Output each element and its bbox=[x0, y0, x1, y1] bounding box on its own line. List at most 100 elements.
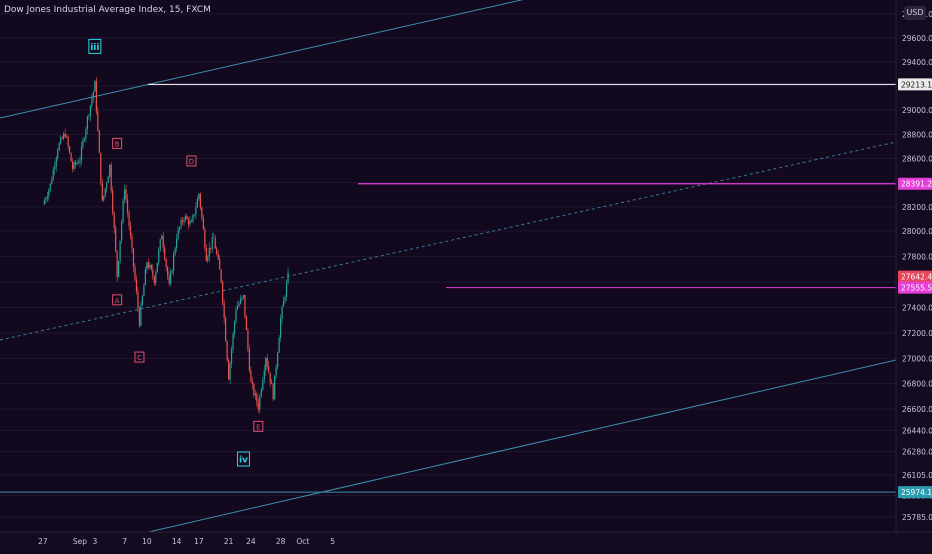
candle bbox=[262, 379, 264, 390]
candle bbox=[162, 236, 164, 248]
candle bbox=[140, 305, 142, 326]
candle bbox=[68, 146, 71, 153]
wave-label: B bbox=[115, 140, 120, 148]
candle bbox=[282, 300, 285, 307]
candle bbox=[132, 248, 135, 267]
wave-label-box bbox=[134, 351, 145, 363]
candle bbox=[171, 270, 173, 273]
candle bbox=[177, 229, 179, 240]
time-axis-tick-label: 28 bbox=[276, 537, 286, 546]
candle bbox=[190, 221, 193, 222]
candle bbox=[107, 176, 109, 184]
candle bbox=[265, 358, 267, 371]
candle bbox=[57, 150, 59, 159]
price-label: 25974.17 bbox=[901, 488, 932, 497]
candle bbox=[51, 179, 53, 184]
candle bbox=[278, 337, 280, 353]
candle bbox=[193, 214, 196, 216]
candle bbox=[223, 302, 225, 318]
candle bbox=[159, 239, 161, 250]
candle bbox=[280, 318, 282, 338]
candle bbox=[74, 162, 77, 165]
time-axis-tick-label: Sep bbox=[73, 537, 87, 546]
price-label-box bbox=[898, 486, 932, 499]
currency-button[interactable]: USD bbox=[904, 6, 926, 20]
candle bbox=[76, 162, 78, 165]
time-axis-tick-label: 5 bbox=[330, 537, 335, 546]
time-axis-tick-label: 24 bbox=[246, 537, 256, 546]
wave-label: C bbox=[137, 354, 142, 362]
candle bbox=[241, 297, 243, 299]
candle bbox=[73, 162, 75, 169]
candle bbox=[119, 240, 121, 261]
candle bbox=[101, 182, 103, 201]
time-axis-background bbox=[0, 532, 932, 550]
candle bbox=[64, 133, 66, 137]
time-axis-tick-label: 27 bbox=[38, 537, 48, 546]
candle bbox=[115, 228, 117, 251]
candle bbox=[178, 227, 181, 230]
candle bbox=[277, 352, 279, 368]
time-axis-tick-label: 7 bbox=[122, 537, 127, 546]
candle bbox=[144, 269, 146, 286]
candle bbox=[204, 229, 206, 248]
price-label-box bbox=[898, 270, 932, 283]
candle bbox=[201, 207, 203, 218]
candle bbox=[266, 358, 268, 366]
candle bbox=[91, 98, 93, 106]
wave-label-box bbox=[88, 38, 102, 54]
candle bbox=[122, 200, 124, 222]
candle bbox=[149, 265, 151, 268]
candle bbox=[230, 349, 233, 364]
chart-title: Dow Jones Industrial Average Index, 15, … bbox=[4, 5, 211, 15]
candle bbox=[52, 169, 54, 180]
candle bbox=[196, 198, 198, 208]
candle bbox=[94, 81, 96, 92]
candle bbox=[213, 237, 215, 239]
time-axis-tick-label: 3 bbox=[92, 537, 97, 546]
mid-channel-line bbox=[0, 141, 897, 341]
candle bbox=[88, 115, 90, 117]
candle bbox=[284, 296, 286, 301]
candle bbox=[153, 276, 155, 284]
price-axis-tick-label: 27400.00 bbox=[902, 304, 932, 313]
candle bbox=[235, 309, 237, 322]
candle bbox=[126, 199, 129, 213]
candle bbox=[97, 111, 99, 131]
candle bbox=[49, 183, 51, 190]
candle bbox=[92, 91, 94, 99]
price-axis-tick-label: 26105.00 bbox=[902, 471, 932, 480]
time-axis-tick-label: 21 bbox=[224, 537, 234, 546]
candle bbox=[268, 365, 270, 373]
candle bbox=[228, 359, 230, 380]
candle bbox=[256, 393, 258, 403]
candle bbox=[125, 189, 127, 200]
candle bbox=[287, 272, 289, 283]
candle bbox=[229, 363, 231, 380]
candle bbox=[257, 402, 259, 410]
candle bbox=[135, 279, 138, 292]
candle bbox=[45, 198, 47, 201]
candle bbox=[174, 248, 176, 255]
wave-label: D bbox=[189, 158, 194, 166]
candle bbox=[121, 221, 123, 241]
candle bbox=[219, 259, 221, 270]
candle bbox=[158, 249, 160, 263]
candle bbox=[152, 269, 154, 277]
candle bbox=[129, 226, 132, 237]
price-axis-tick-label: 26440.00 bbox=[902, 426, 932, 435]
candle bbox=[245, 316, 248, 330]
candle bbox=[48, 189, 50, 197]
candle bbox=[77, 162, 80, 164]
price-axis-tick-label: 26600.00 bbox=[902, 405, 932, 414]
candle bbox=[137, 291, 139, 309]
candle bbox=[164, 247, 166, 260]
candle bbox=[226, 341, 228, 360]
candle bbox=[198, 193, 200, 199]
candle bbox=[134, 266, 136, 280]
candle bbox=[272, 383, 274, 400]
price-axis-tick-label: 26800.00 bbox=[902, 380, 932, 389]
